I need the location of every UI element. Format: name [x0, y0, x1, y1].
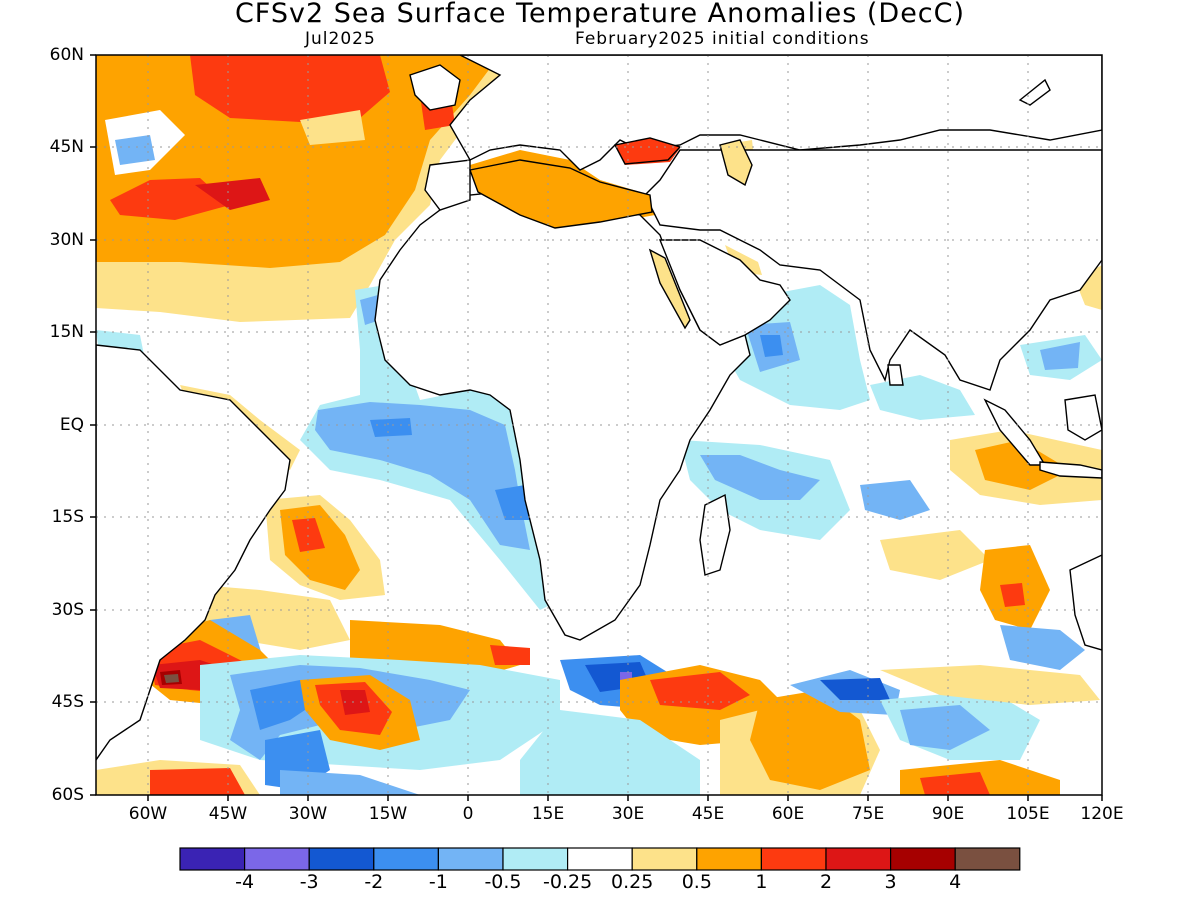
valid-month: Jul2025	[305, 29, 376, 49]
land-australia	[1069, 554, 1102, 651]
colorbar-swatch	[437, 847, 504, 871]
lon-label: 60E	[771, 804, 805, 824]
land-europe	[449, 55, 1102, 171]
lat-label: EQ	[59, 415, 84, 435]
land-sri-lanka	[887, 364, 904, 386]
lon-label: 30W	[288, 804, 328, 824]
colorbar-swatch	[373, 847, 439, 871]
land-britain	[409, 64, 461, 111]
lat-label: 15S	[51, 507, 84, 527]
colorbar-label: -1	[428, 871, 448, 893]
map-plot-area	[96, 55, 1102, 795]
land-asia	[644, 149, 1102, 391]
lon-label: 30E	[611, 804, 645, 824]
colorbar	[179, 847, 1021, 871]
lon-label: 90E	[931, 804, 965, 824]
lat-label: 30N	[49, 230, 84, 250]
land-south-america	[96, 344, 291, 762]
colorbar-label: -4	[235, 871, 255, 893]
colorbar-swatch	[954, 847, 1021, 871]
lat-label: 15N	[49, 322, 84, 342]
colorbar-label: 3	[884, 871, 897, 893]
land-africa	[374, 189, 751, 641]
land-caspian	[719, 139, 753, 187]
lat-label: 60S	[51, 785, 84, 805]
land-black-sea	[613, 137, 682, 165]
colorbar-swatch	[696, 847, 762, 871]
lon-label: 120E	[1080, 804, 1124, 824]
colorbar-label: 2	[819, 871, 833, 893]
colorbar-label: -0.25	[543, 871, 593, 893]
land-mediterranean	[469, 159, 653, 229]
land-greenland-tip	[1018, 78, 1051, 106]
axis-ticks	[90, 54, 1103, 801]
colorbar-label: 0.25	[611, 871, 654, 893]
lat-label: 60N	[49, 45, 84, 65]
lon-label: 45E	[691, 804, 725, 824]
colorbar-label: -0.5	[484, 871, 522, 893]
lon-label: 105E	[1006, 804, 1050, 824]
colorbar-label: -2	[364, 871, 384, 893]
colorbar-swatch	[760, 847, 827, 871]
lon-label: 0	[462, 804, 474, 824]
lat-label: 45S	[51, 692, 84, 712]
land-java	[1039, 461, 1102, 479]
colorbar-swatch	[502, 847, 569, 871]
lat-label: 30S	[51, 600, 84, 620]
colorbar-swatch	[566, 847, 633, 871]
land-madagascar	[699, 493, 731, 576]
colorbar-swatch	[308, 847, 375, 871]
colorbar-label: -3	[299, 871, 319, 893]
colorbar-swatch	[244, 847, 310, 871]
lat-label: 45N	[49, 137, 84, 157]
colorbar-swatch	[825, 847, 892, 871]
land-red-sea	[648, 248, 691, 330]
initial-conditions: February2025 initial conditions	[575, 29, 870, 49]
land-arabia	[658, 239, 791, 346]
lon-label: 75E	[851, 804, 885, 824]
coastlines	[96, 55, 1102, 762]
colorbar-label: 0.5	[681, 871, 712, 893]
colorbar-swatch	[889, 847, 956, 871]
lon-label: 45W	[208, 804, 248, 824]
land-iberia	[424, 159, 471, 211]
colorbar-swatch	[179, 847, 246, 871]
lon-label: 15E	[531, 804, 565, 824]
graticule	[96, 55, 1102, 795]
colorbar-label: 4	[949, 871, 962, 893]
colorbar-label: 1	[755, 871, 768, 893]
colorbar-swatch	[631, 847, 698, 871]
lon-label: 60W	[128, 804, 168, 824]
map-title: CFSv2 Sea Surface Temperature Anomalies …	[234, 0, 966, 29]
lon-label: 15W	[368, 804, 408, 824]
land-borneo	[1064, 394, 1102, 441]
